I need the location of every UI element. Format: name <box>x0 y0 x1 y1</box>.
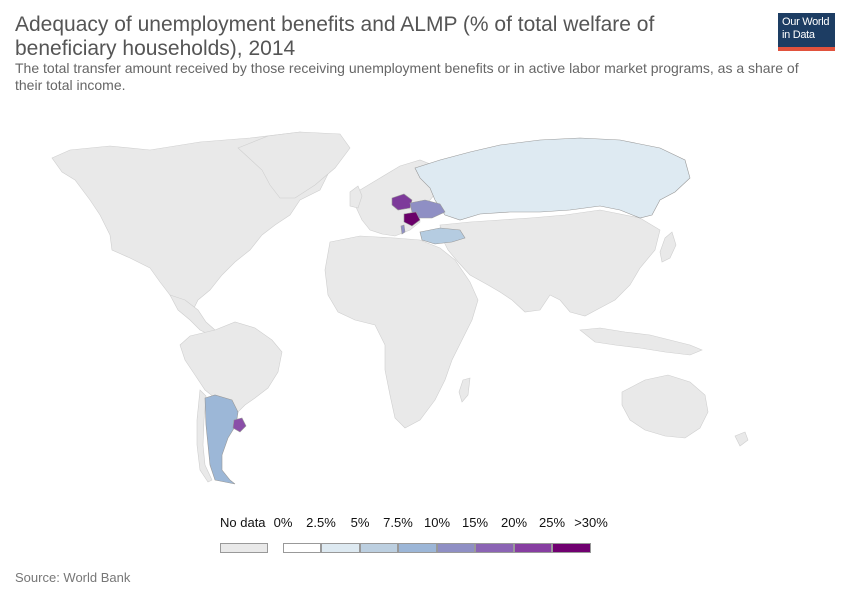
legend-stop-3: 7.5% <box>383 515 413 530</box>
legend-stop-0: 0% <box>273 515 293 530</box>
world-map <box>51 131 749 485</box>
legend-no-data-label: No data <box>220 515 266 530</box>
legend-bin-2[interactable] <box>360 543 398 553</box>
legend-stop-1: 2.5% <box>306 515 336 530</box>
country-indonesia[interactable] <box>579 327 703 356</box>
logo-line-1: Our World <box>782 16 830 28</box>
countries-no-data <box>51 131 749 483</box>
legend-stop-6: 20% <box>500 515 528 530</box>
logo-line-2: in Data <box>782 29 815 41</box>
country-russia[interactable] <box>414 137 691 221</box>
legend-stop-7: 25% <box>538 515 566 530</box>
chart-subtitle: The total transfer amount received by th… <box>15 60 799 93</box>
source-note[interactable]: Source: World Bank <box>15 570 131 585</box>
owid-logo[interactable]: Our World in Data <box>778 13 835 51</box>
legend-bin-0[interactable] <box>283 543 321 553</box>
legend-bin-4[interactable] <box>437 543 475 553</box>
country-asia-rest[interactable] <box>439 209 661 317</box>
legend-bin-3[interactable] <box>398 543 437 553</box>
chart-title: Adequacy of unemployment benefits and AL… <box>15 13 655 60</box>
legend-bin-6[interactable] <box>514 543 552 553</box>
country-uruguay[interactable] <box>232 417 247 433</box>
country-uk[interactable] <box>349 185 363 209</box>
country-greenland[interactable] <box>237 131 351 199</box>
legend-stop-5: 15% <box>461 515 489 530</box>
country-albania[interactable] <box>400 224 406 235</box>
country-south-america-rest[interactable] <box>179 321 283 413</box>
country-poland[interactable] <box>391 193 413 211</box>
legend-bin-1[interactable] <box>321 543 360 553</box>
country-africa[interactable] <box>324 235 479 429</box>
country-romania[interactable] <box>403 211 421 227</box>
legend-stop-8: >30% <box>574 515 608 530</box>
country-madagascar[interactable] <box>458 377 471 403</box>
legend-bin-7[interactable] <box>552 543 591 553</box>
countries-with-data <box>204 137 691 485</box>
country-australia[interactable] <box>621 374 709 439</box>
country-argentina[interactable] <box>204 394 239 485</box>
country-chile[interactable] <box>196 389 213 483</box>
country-new-zealand[interactable] <box>734 431 749 447</box>
legend-stop-2: 5% <box>350 515 370 530</box>
legend-bin-5[interactable] <box>475 543 514 553</box>
country-turkey[interactable] <box>419 227 466 245</box>
legend-no-data-swatch[interactable] <box>220 543 268 553</box>
country-japan[interactable] <box>659 231 677 263</box>
legend-stop-4: 10% <box>423 515 451 530</box>
